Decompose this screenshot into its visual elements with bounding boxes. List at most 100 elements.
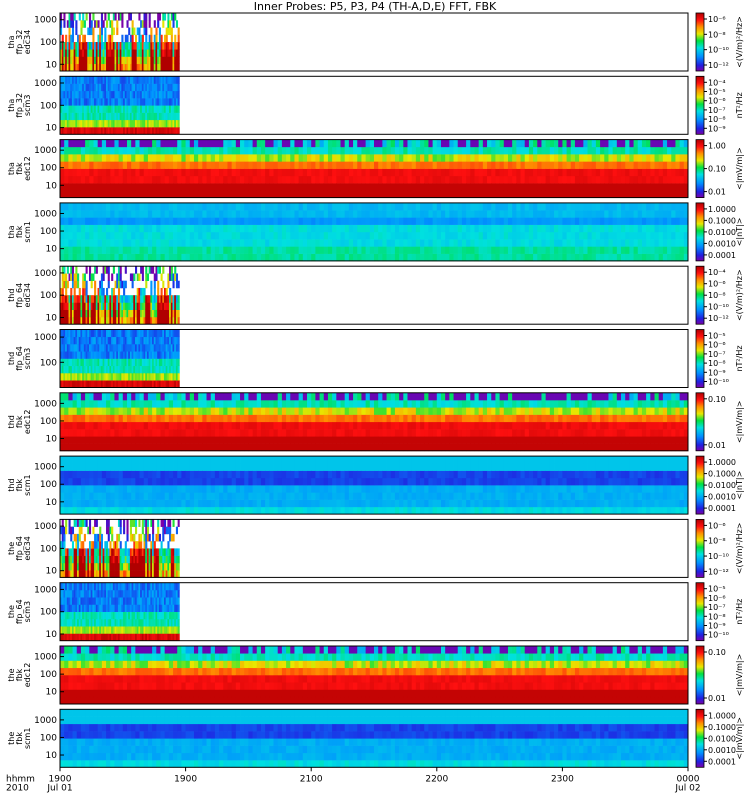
heatmap-cell bbox=[260, 443, 266, 452]
heatmap-cell bbox=[73, 273, 76, 281]
heatmap-cell bbox=[72, 224, 78, 233]
heatmap-cell bbox=[63, 351, 66, 359]
heatmap-cell bbox=[88, 90, 92, 99]
heatmap-cell bbox=[145, 329, 148, 338]
colorbar-tick-label: 10⁻⁸ bbox=[708, 30, 726, 39]
heatmap-cell bbox=[97, 175, 103, 184]
heatmap-cell bbox=[173, 239, 178, 247]
heatmap-cell bbox=[100, 316, 104, 325]
heatmap-cell bbox=[256, 175, 262, 184]
heatmap-cell bbox=[424, 231, 429, 240]
heatmap-cell bbox=[147, 224, 153, 233]
heatmap-cell bbox=[139, 190, 145, 198]
heatmap-cell bbox=[169, 90, 172, 99]
heatmap-cell bbox=[155, 83, 158, 92]
heatmap-cell bbox=[150, 63, 153, 72]
heatmap-cell bbox=[177, 27, 180, 36]
heatmap-cell bbox=[604, 168, 609, 177]
heatmap-cell bbox=[94, 309, 97, 318]
heatmap-cell bbox=[71, 302, 75, 310]
heatmap-cell bbox=[411, 210, 417, 218]
y-label-line: fbk bbox=[15, 225, 24, 238]
heatmap-cell bbox=[165, 302, 168, 310]
heatmap-cell bbox=[133, 302, 136, 310]
heatmap-cell bbox=[327, 246, 333, 254]
heatmap-cell bbox=[64, 414, 69, 423]
heatmap-cell bbox=[302, 190, 308, 198]
heatmap-cell bbox=[95, 90, 98, 99]
y-label-line: scm3 bbox=[23, 95, 32, 116]
heatmap-cell bbox=[453, 239, 459, 247]
heatmap-cell bbox=[269, 210, 274, 218]
heatmap-cell bbox=[70, 127, 73, 135]
heatmap-cell bbox=[122, 146, 128, 155]
heatmap-cell bbox=[116, 76, 119, 84]
heatmap-cell bbox=[394, 202, 400, 211]
heatmap-cell bbox=[290, 400, 295, 408]
heatmap-cell bbox=[140, 119, 143, 128]
heatmap-cell bbox=[445, 175, 450, 184]
heatmap-cell bbox=[112, 336, 115, 345]
heatmap-cell bbox=[164, 392, 170, 401]
heatmap-cell bbox=[107, 112, 110, 121]
heatmap-cell bbox=[507, 224, 513, 233]
heatmap-cell bbox=[101, 224, 107, 233]
heatmap-cell bbox=[123, 344, 126, 352]
heatmap-cell bbox=[170, 266, 173, 274]
heatmap-cell bbox=[332, 175, 337, 184]
heatmap-cell bbox=[80, 380, 83, 388]
heatmap-cell bbox=[198, 168, 203, 177]
heatmap-cell bbox=[100, 119, 104, 128]
heatmap-cell bbox=[87, 119, 90, 128]
heatmap-cell bbox=[153, 273, 156, 281]
heatmap-cell bbox=[164, 168, 170, 177]
heatmap-cell bbox=[206, 436, 212, 444]
heatmap-cell bbox=[129, 295, 132, 303]
heatmap-cell bbox=[449, 239, 454, 247]
heatmap-cell bbox=[549, 239, 555, 247]
heatmap-cell bbox=[248, 429, 253, 437]
heatmap-cell bbox=[116, 90, 119, 99]
heatmap-cell bbox=[126, 336, 129, 345]
heatmap-cell bbox=[82, 119, 85, 128]
heatmap-cell bbox=[104, 336, 107, 345]
heatmap-cell bbox=[407, 154, 413, 162]
heatmap-cell bbox=[353, 231, 358, 240]
heatmap-cell bbox=[612, 175, 618, 184]
heatmap-cell bbox=[95, 373, 98, 381]
heatmap-cell bbox=[612, 210, 618, 218]
heatmap-cell bbox=[123, 49, 126, 57]
heatmap-cell bbox=[348, 239, 354, 247]
heatmap-cell bbox=[223, 429, 228, 437]
heatmap-cell bbox=[562, 154, 567, 162]
heatmap-cell bbox=[265, 210, 270, 218]
heatmap-cell bbox=[616, 168, 622, 177]
heatmap-cell bbox=[63, 76, 66, 84]
heatmap-cell bbox=[315, 246, 320, 254]
heatmap-cell bbox=[170, 273, 173, 281]
heatmap-cell bbox=[136, 83, 139, 92]
heatmap-cell bbox=[173, 436, 178, 444]
heatmap-cell bbox=[168, 239, 174, 247]
heatmap-cell bbox=[110, 183, 115, 191]
heatmap-cell bbox=[131, 336, 134, 345]
heatmap-cell bbox=[146, 76, 150, 84]
heatmap-cell bbox=[90, 76, 93, 84]
heatmap-cell bbox=[608, 146, 614, 155]
heatmap-cell bbox=[174, 49, 177, 57]
heatmap-cell bbox=[298, 253, 304, 262]
heatmap-cell bbox=[227, 217, 233, 225]
heatmap-cell bbox=[482, 202, 488, 211]
heatmap-cell bbox=[102, 76, 105, 84]
heatmap-cell bbox=[570, 175, 576, 184]
heatmap-cell bbox=[361, 224, 367, 233]
heatmap-cell bbox=[63, 358, 66, 367]
heatmap-cell bbox=[604, 154, 609, 162]
heatmap-cell bbox=[612, 190, 618, 198]
heatmap-cell bbox=[135, 202, 140, 211]
heatmap-cell bbox=[348, 246, 354, 254]
heatmap-cell bbox=[135, 146, 140, 155]
heatmap-cell bbox=[60, 253, 65, 262]
heatmap-cell bbox=[114, 316, 117, 325]
heatmap-cell bbox=[71, 358, 75, 367]
